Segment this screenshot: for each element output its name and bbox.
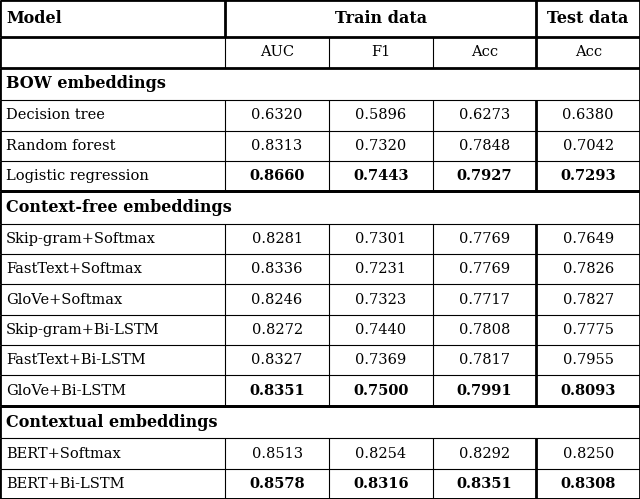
Text: Model: Model bbox=[6, 10, 61, 27]
Text: AUC: AUC bbox=[260, 45, 294, 59]
Text: 0.8308: 0.8308 bbox=[561, 477, 616, 491]
Text: 0.7500: 0.7500 bbox=[353, 384, 408, 398]
Text: 0.8578: 0.8578 bbox=[250, 477, 305, 491]
Text: 0.8250: 0.8250 bbox=[563, 447, 614, 461]
Text: Skip-gram+Bi-LSTM: Skip-gram+Bi-LSTM bbox=[6, 323, 159, 337]
Text: Acc: Acc bbox=[471, 45, 498, 59]
Text: 0.7848: 0.7848 bbox=[459, 139, 510, 153]
Text: 0.7775: 0.7775 bbox=[563, 323, 614, 337]
Text: 0.8254: 0.8254 bbox=[355, 447, 406, 461]
Text: FastText+Bi-LSTM: FastText+Bi-LSTM bbox=[6, 353, 146, 367]
Text: 0.7320: 0.7320 bbox=[355, 139, 406, 153]
Text: 0.7369: 0.7369 bbox=[355, 353, 406, 367]
Text: Train data: Train data bbox=[335, 10, 427, 27]
Text: 0.8316: 0.8316 bbox=[353, 477, 408, 491]
Text: 0.8313: 0.8313 bbox=[252, 139, 303, 153]
Text: FastText+Softmax: FastText+Softmax bbox=[6, 262, 142, 276]
Text: 0.8660: 0.8660 bbox=[250, 169, 305, 183]
Text: 0.7955: 0.7955 bbox=[563, 353, 614, 367]
Text: Acc: Acc bbox=[575, 45, 602, 59]
Text: 0.8351: 0.8351 bbox=[249, 384, 305, 398]
Text: BOW embeddings: BOW embeddings bbox=[6, 75, 166, 92]
Text: 0.7323: 0.7323 bbox=[355, 292, 406, 306]
Text: Test data: Test data bbox=[547, 10, 629, 27]
Text: Random forest: Random forest bbox=[6, 139, 115, 153]
Text: 0.7443: 0.7443 bbox=[353, 169, 408, 183]
Text: 0.8246: 0.8246 bbox=[252, 292, 303, 306]
Text: 0.7808: 0.7808 bbox=[459, 323, 510, 337]
Text: 0.7231: 0.7231 bbox=[355, 262, 406, 276]
Text: BERT+Softmax: BERT+Softmax bbox=[6, 447, 121, 461]
Text: 0.7827: 0.7827 bbox=[563, 292, 614, 306]
Text: BERT+Bi-LSTM: BERT+Bi-LSTM bbox=[6, 477, 125, 491]
Text: 0.8513: 0.8513 bbox=[252, 447, 303, 461]
Text: 0.6273: 0.6273 bbox=[459, 108, 510, 122]
Text: 0.7826: 0.7826 bbox=[563, 262, 614, 276]
Text: GloVe+Softmax: GloVe+Softmax bbox=[6, 292, 122, 306]
Text: Skip-gram+Softmax: Skip-gram+Softmax bbox=[6, 232, 156, 246]
Text: 0.8327: 0.8327 bbox=[252, 353, 303, 367]
Text: 0.7769: 0.7769 bbox=[459, 262, 510, 276]
Text: 0.7042: 0.7042 bbox=[563, 139, 614, 153]
Text: 0.7817: 0.7817 bbox=[459, 353, 510, 367]
Text: GloVe+Bi-LSTM: GloVe+Bi-LSTM bbox=[6, 384, 126, 398]
Text: Logistic regression: Logistic regression bbox=[6, 169, 149, 183]
Text: 0.6380: 0.6380 bbox=[563, 108, 614, 122]
Text: 0.8093: 0.8093 bbox=[561, 384, 616, 398]
Text: 0.7293: 0.7293 bbox=[561, 169, 616, 183]
Text: 0.6320: 0.6320 bbox=[252, 108, 303, 122]
Text: 0.8272: 0.8272 bbox=[252, 323, 303, 337]
Text: 0.7440: 0.7440 bbox=[355, 323, 406, 337]
Text: 0.8292: 0.8292 bbox=[459, 447, 510, 461]
Text: 0.8351: 0.8351 bbox=[456, 477, 513, 491]
Text: 0.8336: 0.8336 bbox=[252, 262, 303, 276]
Text: Context-free embeddings: Context-free embeddings bbox=[6, 199, 232, 216]
Text: Contextual embeddings: Contextual embeddings bbox=[6, 414, 218, 431]
Text: 0.7991: 0.7991 bbox=[457, 384, 512, 398]
Text: Decision tree: Decision tree bbox=[6, 108, 105, 122]
Text: 0.7301: 0.7301 bbox=[355, 232, 406, 246]
Text: 0.7927: 0.7927 bbox=[457, 169, 512, 183]
Text: 0.7649: 0.7649 bbox=[563, 232, 614, 246]
Text: 0.5896: 0.5896 bbox=[355, 108, 406, 122]
Text: 0.7717: 0.7717 bbox=[459, 292, 510, 306]
Text: F1: F1 bbox=[371, 45, 390, 59]
Text: 0.8281: 0.8281 bbox=[252, 232, 303, 246]
Text: 0.7769: 0.7769 bbox=[459, 232, 510, 246]
